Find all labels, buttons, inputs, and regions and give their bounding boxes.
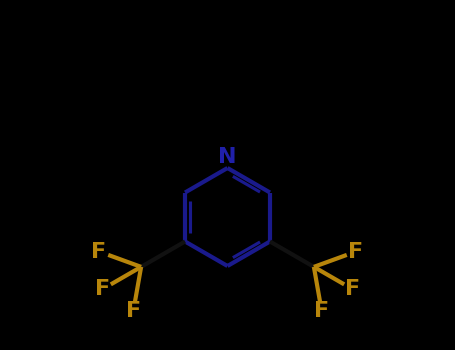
Text: F: F (91, 241, 106, 261)
Text: F: F (314, 301, 329, 321)
Text: F: F (126, 301, 141, 321)
Text: N: N (218, 147, 237, 168)
Text: F: F (95, 279, 110, 299)
Text: F: F (349, 241, 364, 261)
Text: F: F (345, 279, 360, 299)
